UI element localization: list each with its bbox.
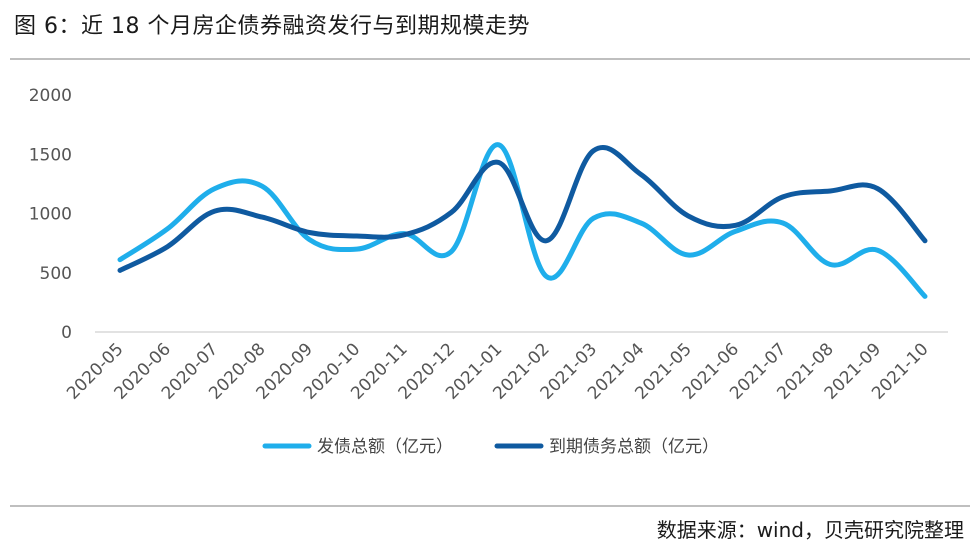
- data-point: [260, 184, 265, 189]
- series-line-maturity: [117, 145, 928, 273]
- y-tick-label: 1000: [29, 205, 72, 225]
- chart-title: 图 6：近 18 个月房企债券融资发行与到期规模走势: [14, 14, 530, 39]
- y-axis-ticks: 0 500 1000 1500 2000: [29, 86, 72, 343]
- legend: 发债总额（亿元） 到期债务总额（亿元）: [262, 437, 719, 457]
- line-chart: 0 500 1000 1500 2000 2020-052020-062020-0720…: [29, 86, 948, 457]
- data-point: [260, 215, 265, 220]
- data-point: [118, 268, 123, 273]
- data-point: [449, 210, 454, 215]
- data-point: [165, 226, 170, 231]
- data-point: [496, 142, 501, 147]
- source-note: 数据来源：wind，贝壳研究院整理: [656, 518, 964, 542]
- y-tick-label: 0: [61, 323, 72, 343]
- data-point: [354, 247, 359, 252]
- data-point: [780, 220, 785, 225]
- data-point: [591, 148, 596, 153]
- data-point: [686, 252, 691, 257]
- data-point: [686, 213, 691, 218]
- data-point: [875, 186, 880, 191]
- data-point: [307, 237, 312, 242]
- data-point: [923, 294, 928, 299]
- legend-label: 发债总额（亿元）: [317, 437, 453, 457]
- data-point: [354, 234, 359, 239]
- series-layer: [117, 142, 928, 299]
- data-point: [402, 232, 407, 237]
- y-tick-label: 2000: [29, 86, 72, 106]
- data-point: [496, 160, 501, 165]
- data-point: [544, 238, 549, 243]
- top-divider: [10, 58, 970, 60]
- data-point: [828, 262, 833, 267]
- data-point: [733, 229, 738, 234]
- x-axis-ticks: 2020-052020-062020-072020-082020-092020-…: [63, 339, 932, 403]
- y-tick-label: 1500: [29, 145, 72, 165]
- data-point: [733, 223, 738, 228]
- data-point: [212, 209, 217, 214]
- data-point: [544, 274, 549, 279]
- data-point: [923, 238, 928, 243]
- data-point: [828, 188, 833, 193]
- bottom-divider: [10, 505, 970, 507]
- data-point: [638, 220, 643, 225]
- data-point: [212, 186, 217, 191]
- data-point: [591, 216, 596, 221]
- data-point: [638, 172, 643, 177]
- data-point: [118, 257, 123, 262]
- data-point: [449, 249, 454, 254]
- legend-label: 到期债务总额（亿元）: [549, 437, 719, 457]
- series-line-issuance: [117, 142, 928, 299]
- data-point: [875, 248, 880, 253]
- data-point: [780, 194, 785, 199]
- data-point: [307, 230, 312, 235]
- data-point: [165, 244, 170, 249]
- y-tick-label: 500: [40, 264, 72, 284]
